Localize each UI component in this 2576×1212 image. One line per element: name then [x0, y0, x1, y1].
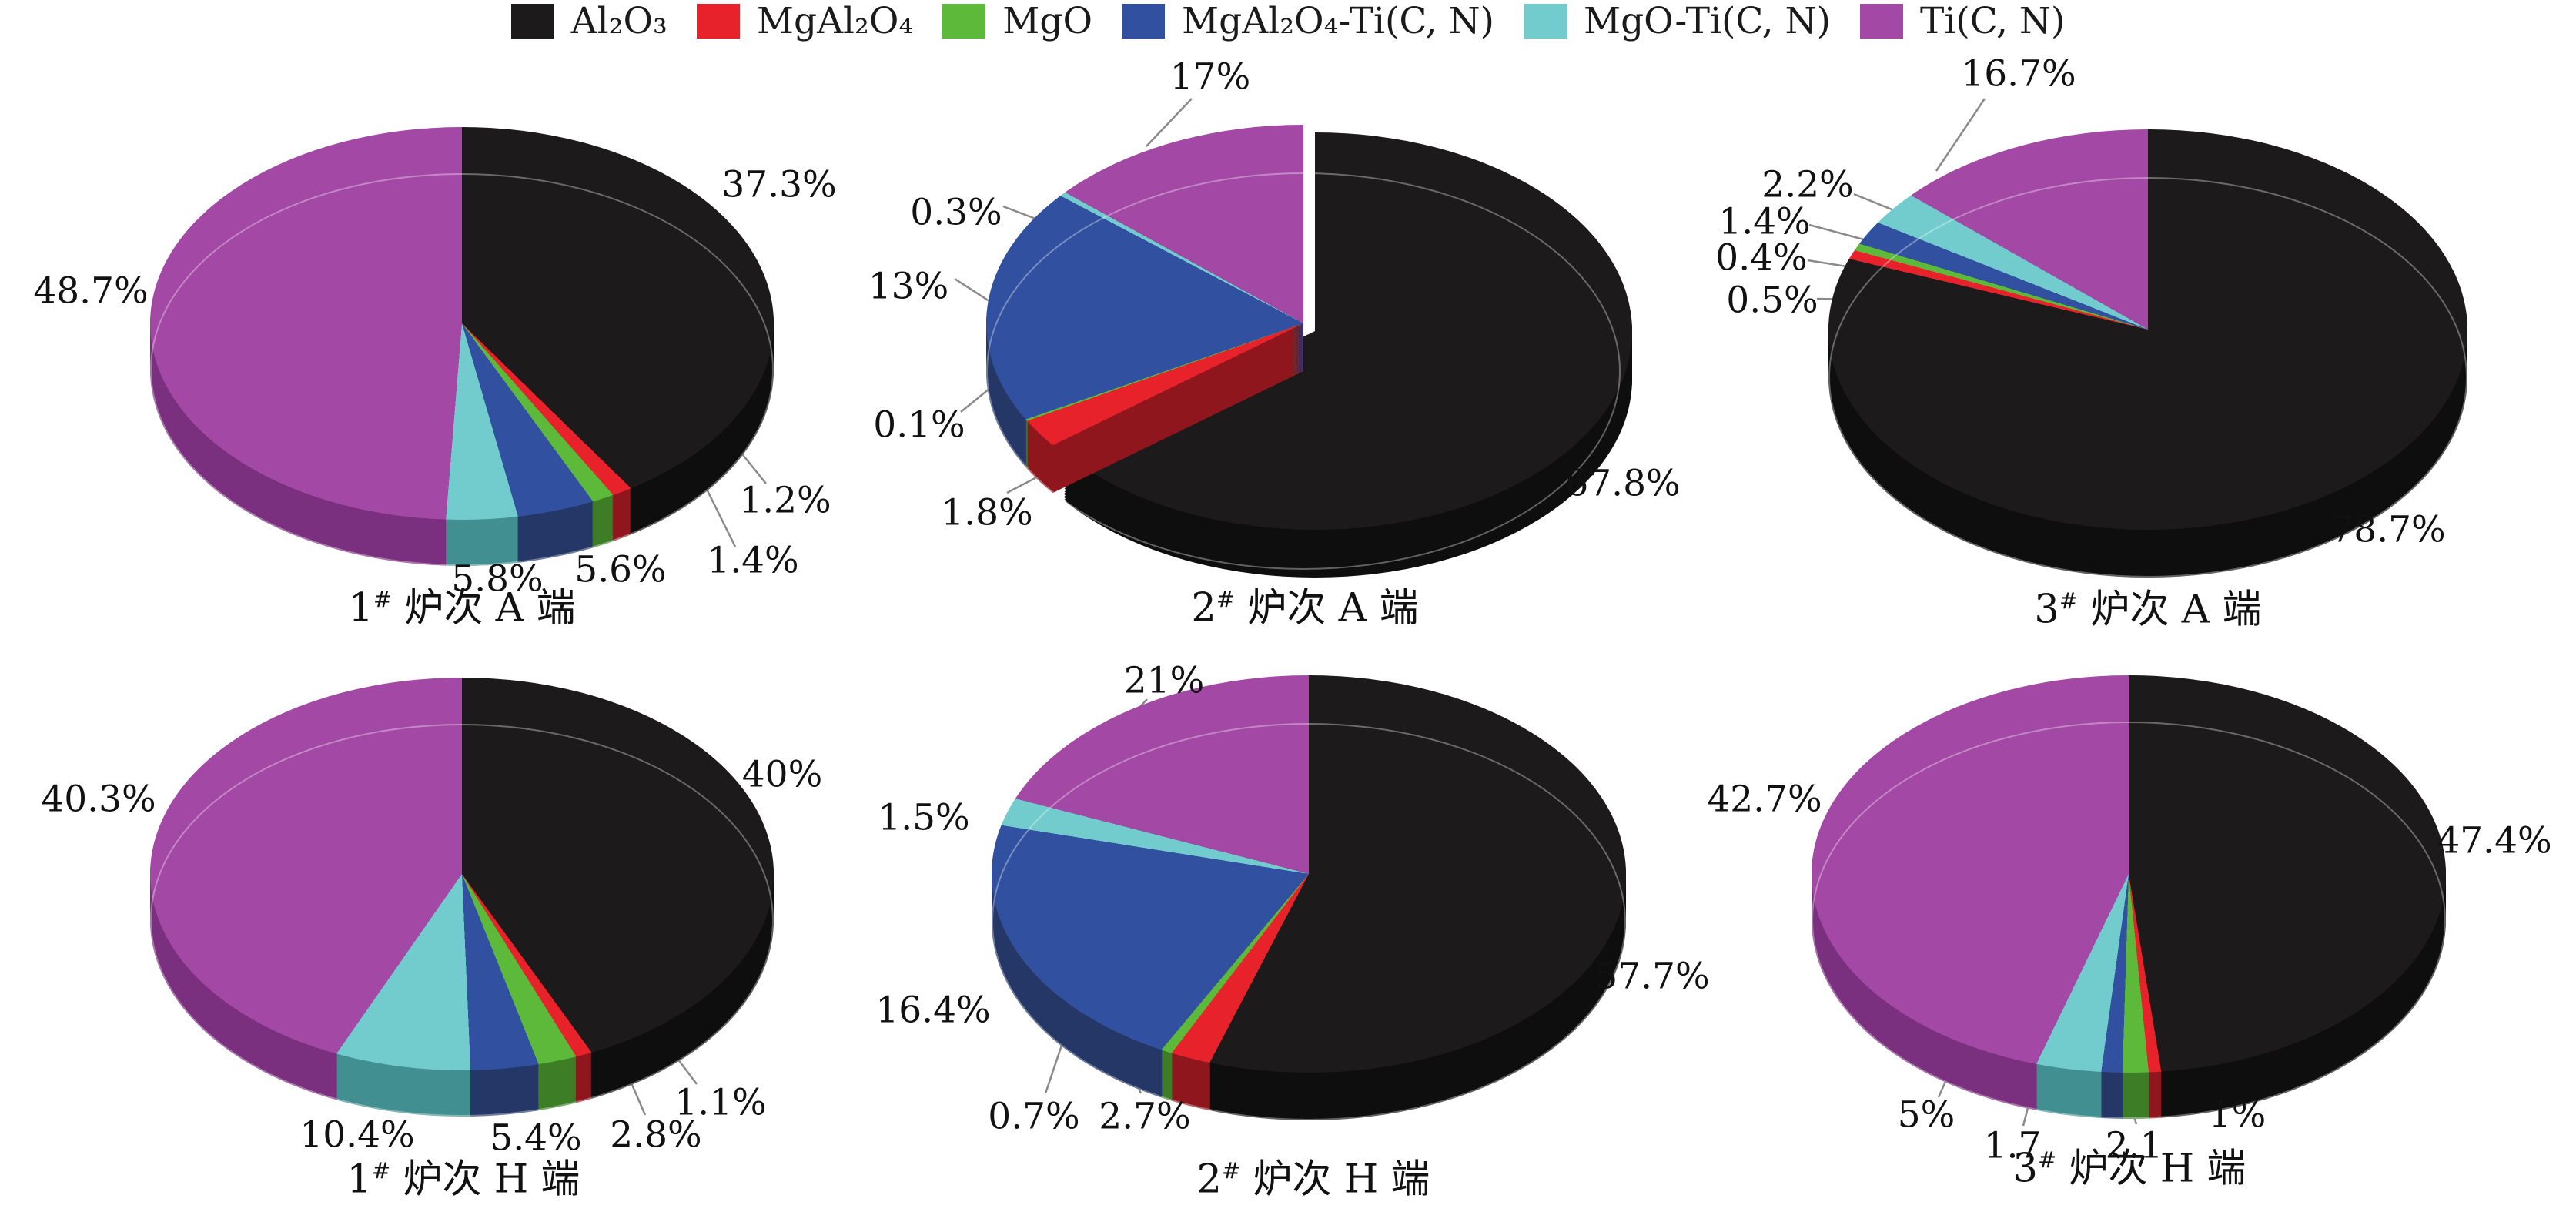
legend-swatch-mgal2o4_ticn — [1122, 4, 1166, 39]
legend: Al₂O₃ MgAl₂O₄ MgO MgAl₂O₄-Ti(C, N) MgO-Ti(C,… — [0, 3, 2576, 39]
pie-top-surface — [1812, 675, 2446, 1073]
slice-label-pie-3a-mgal2o4: 0.5% — [1726, 279, 1818, 322]
slice-label-pie-2a-mgo: 0.1% — [873, 403, 965, 447]
slice-label-pie-1h-al2o3: 40% — [741, 753, 823, 796]
slice-label-pie-2h-mgo: 0.7% — [988, 1095, 1080, 1138]
chart-title-text: 炉次 A 端 — [392, 585, 576, 631]
chart-title-superscript: # — [1216, 586, 1236, 613]
slice-label-pie-1a-mgo_ticn: 5.8% — [451, 557, 544, 601]
chart-title-pie-3a: 3# 炉次 A 端 — [2034, 587, 2262, 633]
chart-title-number: 2 — [1191, 585, 1216, 631]
slice-label-pie-1h-mgo: 2.8% — [610, 1113, 702, 1157]
legend-item-mgo: MgO — [942, 3, 1092, 39]
legend-swatch-ticn — [1859, 4, 1903, 39]
legend-item-mgal2o4_ticn: MgAl₂O₄-Ti(C, N) — [1122, 3, 1494, 39]
chart-title-superscript: # — [372, 1157, 391, 1184]
legend-label-mgal2o4: MgAl₂O₄ — [756, 0, 914, 42]
slice-label-pie-3h-mgo_ticn: 5% — [1897, 1093, 1955, 1137]
slice-label-pie-3h-ticn: 42.7% — [1707, 778, 1822, 821]
chart-title-superscript: # — [2038, 1147, 2057, 1173]
slice-label-pie-1h-mgal2o4_ticn: 5.4% — [490, 1117, 582, 1160]
pie-top-surface — [150, 678, 774, 1070]
chart-title-pie-3h: 3# 炉次 H 端 — [2012, 1146, 2246, 1192]
legend-label-mgo_ticn: MgO-Ti(C, N) — [1583, 0, 1831, 42]
chart-title-number: 1 — [348, 585, 373, 631]
slice-label-pie-1h-mgal2o4: 1.1% — [674, 1081, 767, 1124]
legend-swatch-mgal2o4 — [696, 4, 740, 39]
slice-label-pie-2h-mgal2o4_ticn: 16.4% — [875, 989, 991, 1032]
slice-label-pie-3h-mgal2o4: 1% — [2208, 1093, 2267, 1137]
slice-label-pie-3a-ticn: 16.7% — [1961, 52, 2076, 95]
legend-label-mgo: MgO — [1002, 0, 1093, 42]
chart-title-number: 2 — [1196, 1157, 1223, 1203]
chart-title-superscript: # — [1222, 1157, 1241, 1184]
chart-title-pie-1h: 1# 炉次 H 端 — [347, 1160, 580, 1200]
chart-title-text: 炉次 H 端 — [390, 1157, 580, 1203]
chart-title-text: 炉次 H 端 — [1240, 1157, 1430, 1203]
chart-title-text: 炉次 A 端 — [2078, 587, 2262, 633]
slice-label-pie-3a-mgo_ticn: 2.2% — [1761, 163, 1854, 206]
slice-label-pie-3a-mgo: 0.4% — [1715, 236, 1808, 280]
pie-top-surface — [986, 125, 1621, 522]
pie-top-surface — [992, 675, 1626, 1073]
chart-title-number: 1 — [346, 1157, 373, 1203]
legend-label-ticn: Ti(C, N) — [1919, 0, 2066, 42]
legend-item-mgo_ticn: MgO-Ti(C, N) — [1523, 0, 1831, 42]
slice-label-pie-2h-al2o3: 57.7% — [1594, 955, 1710, 998]
slice-label-pie-1a-mgo: 1.4% — [707, 539, 799, 582]
pie-top-surface — [1828, 129, 2467, 530]
slice-label-pie-1a-ticn: 48.7% — [33, 270, 149, 313]
slice-label-pie-2h-mgo_ticn: 1.5% — [878, 796, 970, 839]
chart-title-pie-1a: 1# 炉次 A 端 — [348, 585, 576, 631]
slice-label-pie-1h-ticn: 40.3% — [41, 778, 156, 821]
slice-label-pie-3a-al2o3: 78.7% — [2330, 508, 2446, 551]
slice-label-pie-3h-mgo: 2.1 — [2105, 1124, 2163, 1167]
slice-label-pie-1a-al2o3: 37.3% — [721, 163, 837, 206]
legend-item-mgal2o4: MgAl₂O₄ — [696, 0, 914, 42]
legend-label-mgal2o4_ticn: MgAl₂O₄-Ti(C, N) — [1182, 0, 1494, 42]
legend-swatch-al2o3 — [510, 4, 554, 39]
legend-label-al2o3: Al₂O₃ — [570, 0, 667, 42]
slice-label-pie-2a-mgo_ticn: 0.3% — [910, 191, 1002, 234]
slice-label-pie-3a-mgal2o4_ticn: 1.4% — [1718, 200, 1811, 243]
chart-title-pie-2h: 2# 炉次 H 端 — [1197, 1160, 1430, 1200]
chart-title-superscript: # — [373, 586, 393, 613]
slice-label-pie-2a-al2o3: 67.8% — [1565, 462, 1681, 505]
chart-title-superscript: # — [2059, 588, 2079, 614]
slice-label-pie-1h-mgo_ticn: 10.4% — [299, 1113, 415, 1157]
pie-top-surface — [150, 127, 774, 520]
chart-title-number: 3 — [2012, 1146, 2039, 1192]
legend-item-ticn: Ti(C, N) — [1859, 0, 2066, 42]
legend-item-al2o3: Al₂O₃ — [510, 0, 667, 42]
legend-swatch-mgo — [942, 4, 986, 39]
slice-label-pie-2h-mgal2o4: 2.7% — [1099, 1095, 1191, 1138]
chart-title-text: 炉次 A 端 — [1235, 585, 1419, 631]
chart-title-number: 3 — [2034, 587, 2059, 633]
slice-label-pie-2h-ticn: 21% — [1123, 659, 1205, 702]
chart-title-pie-2a: 2# 炉次 A 端 — [1191, 585, 1419, 631]
slice-label-pie-1a-mgal2o4_ticn: 5.6% — [574, 548, 667, 591]
slice-label-pie-1a-mgal2o4: 1.2% — [739, 479, 831, 522]
slice-label-pie-3h-mgal2o4_ticn: 1.7 — [1983, 1124, 2042, 1167]
legend-swatch-mgo_ticn — [1523, 4, 1567, 39]
chart-title-text: 炉次 H 端 — [2056, 1146, 2246, 1192]
slice-label-pie-2a-ticn: 17% — [1169, 55, 1251, 99]
slice-label-pie-2a-mgal2o4: 1.8% — [941, 491, 1033, 534]
slice-label-pie-3h-al2o3: 47.4% — [2437, 819, 2552, 862]
slice-label-pie-2a-mgal2o4_ticn: 13% — [868, 265, 949, 308]
